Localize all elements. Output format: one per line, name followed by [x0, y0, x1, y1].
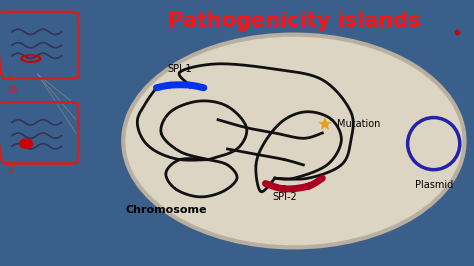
Ellipse shape [19, 138, 33, 149]
Text: SPI-1: SPI-1 [168, 64, 192, 74]
Text: A: A [7, 76, 13, 85]
Text: PA: PA [7, 86, 18, 95]
Text: Mutation: Mutation [337, 119, 380, 129]
Text: B: B [7, 166, 13, 175]
Ellipse shape [123, 35, 465, 247]
Text: SPI-2: SPI-2 [272, 192, 297, 202]
Text: Pathogenicity islands: Pathogenicity islands [168, 11, 420, 31]
Text: Chromosome: Chromosome [125, 205, 207, 215]
Text: Plasmid: Plasmid [415, 180, 453, 190]
